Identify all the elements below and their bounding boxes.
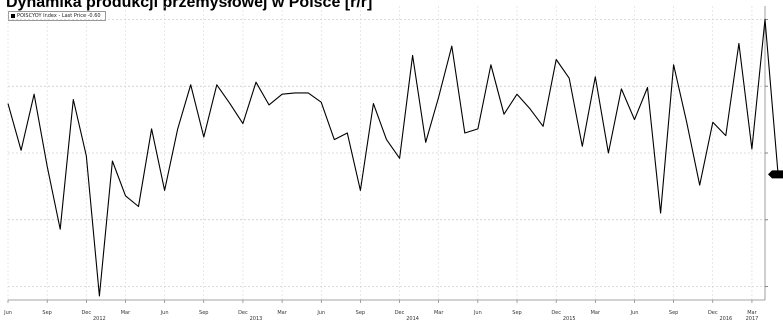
x-tick-label: Sep	[42, 310, 51, 316]
x-tick-label: Jun	[630, 310, 639, 316]
chart-title: Dynamika produkcji przemysłowej w Polsce…	[6, 0, 373, 11]
x-tick-label: Jun	[160, 310, 169, 316]
x-tick-label: Dec	[551, 310, 561, 316]
year-label: 2016	[719, 316, 732, 322]
legend-swatch	[11, 13, 15, 18]
x-tick-label: Mar	[434, 310, 444, 316]
x-tick-label: Sep	[669, 310, 678, 316]
year-label: 2013	[250, 316, 263, 322]
chart-grid	[7, 6, 768, 303]
x-tick-label: Sep	[199, 310, 208, 316]
x-tick-label: Mar	[591, 310, 601, 316]
chart-legend: POISCYOY Index - Last Price -0.60	[8, 11, 106, 21]
year-label: 2012	[93, 316, 106, 322]
x-tick-label: Mar	[121, 310, 131, 316]
x-tick-label: Dec	[395, 310, 405, 316]
last-price-marker	[768, 170, 783, 179]
series-lines	[7, 18, 779, 297]
series-line	[7, 18, 779, 297]
x-tick-label: Mar	[747, 310, 757, 316]
x-tick-label: Jun	[316, 310, 325, 316]
last-price-badge	[768, 170, 783, 179]
x-axis-ticks: Jun Sep Dec Mar Jun Sep Dec Mar Jun Sep Dec Mar Jun S…	[3, 310, 758, 322]
x-tick-label: Dec	[708, 310, 718, 316]
x-tick-label: Sep	[356, 310, 365, 316]
legend-label: POISCYOY Index - Last Price -0.60	[17, 13, 101, 19]
x-tick-label: Jun	[473, 310, 482, 316]
year-label: 2014	[406, 316, 419, 322]
x-tick-label: Jun	[3, 310, 12, 316]
year-label: 2017	[746, 316, 759, 322]
x-tick-label: Mar	[277, 310, 287, 316]
x-tick-label: Sep	[512, 310, 521, 316]
x-tick-label: Dec	[81, 310, 91, 316]
x-tick-label: Dec	[238, 310, 248, 316]
year-label: 2015	[563, 316, 576, 322]
